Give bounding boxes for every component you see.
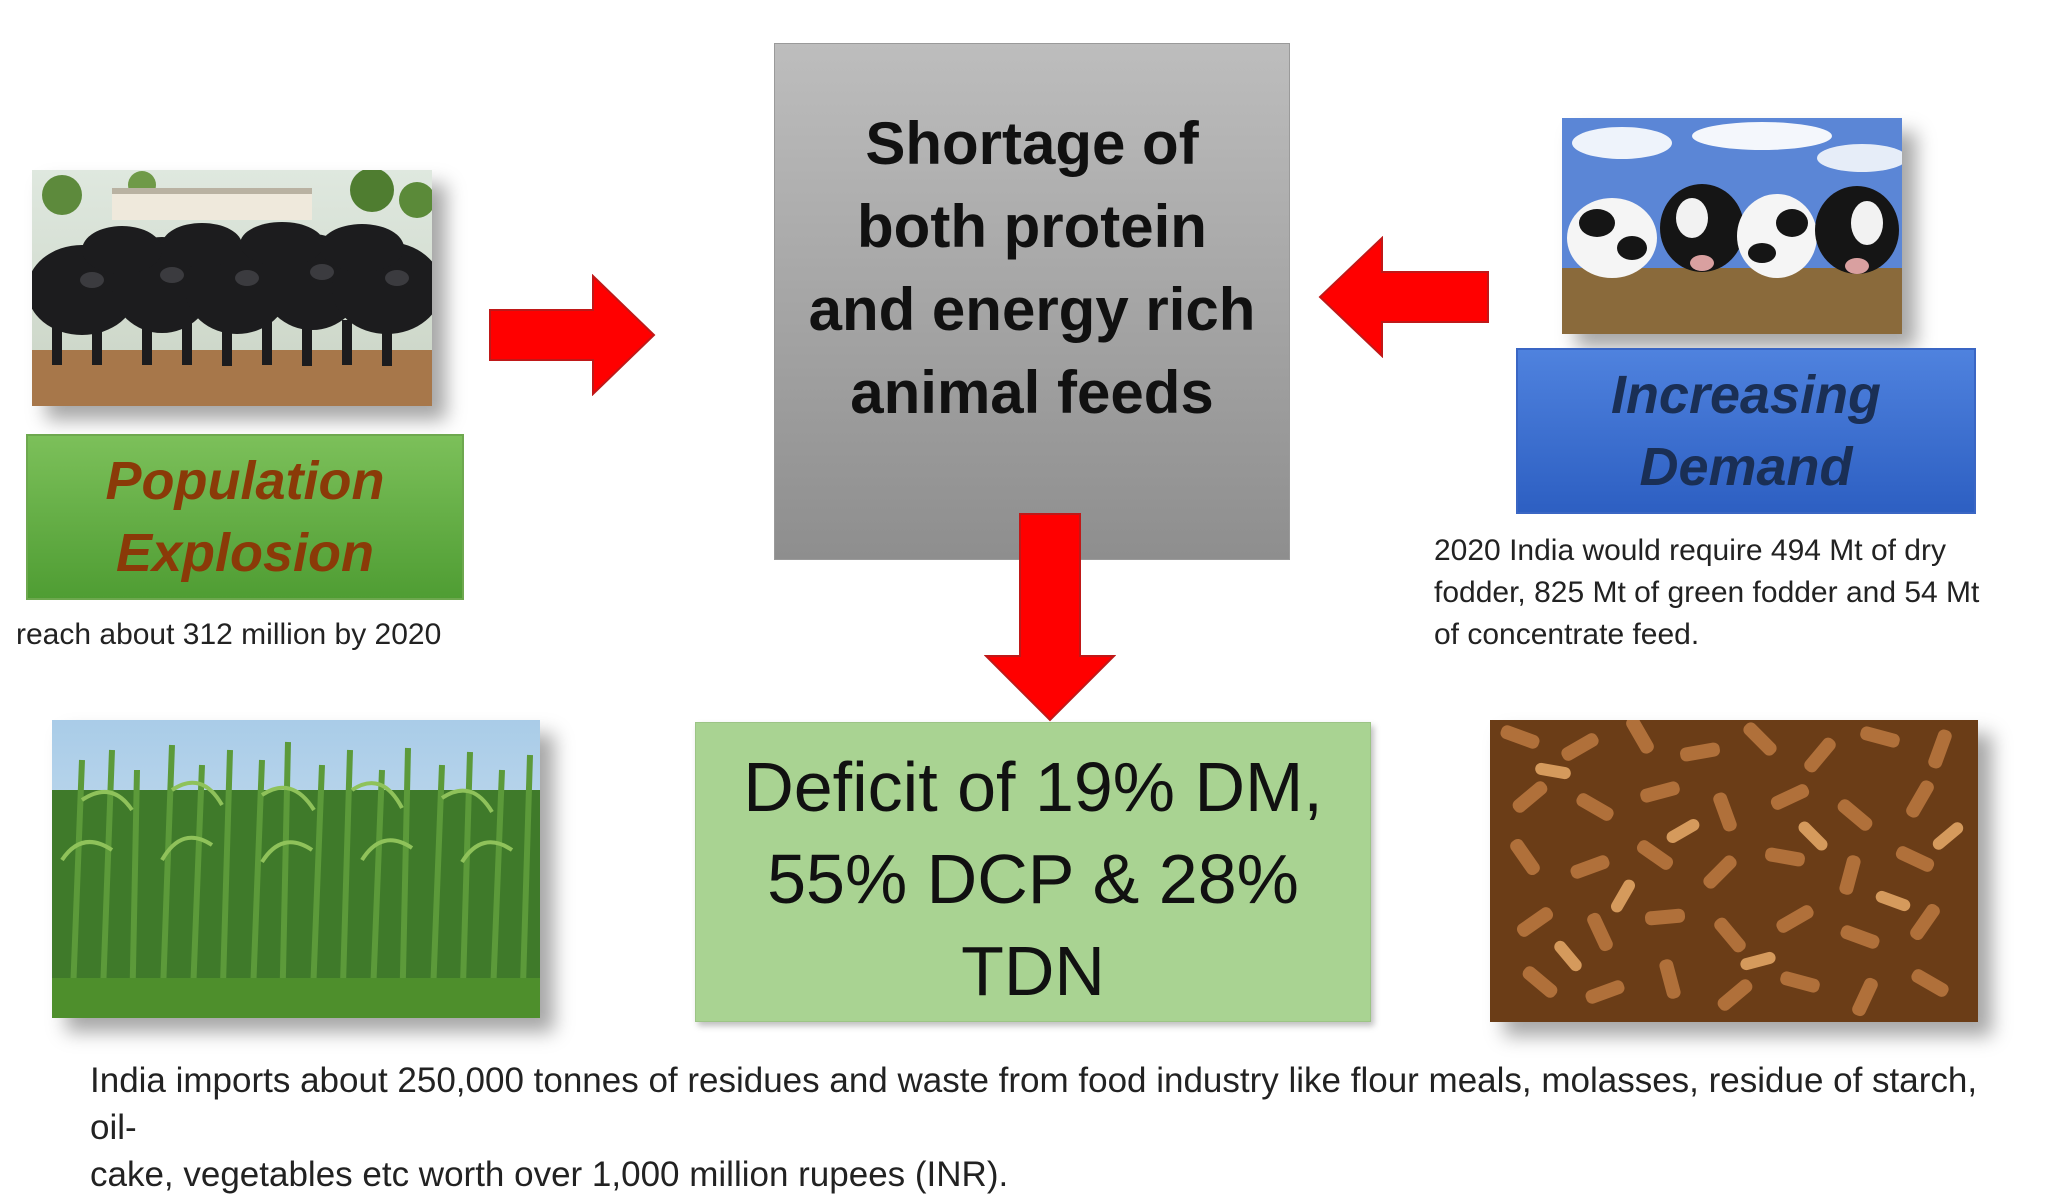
imports-caption-line-2: cake, vegetables etc worth over 1,000 mi… [90,1155,1009,1194]
increasing-demand-label: Increasing Demand [1516,348,1976,514]
holstein-cows-photo [1562,118,1902,334]
demand-label-line-2: Demand [1639,437,1853,497]
demand-caption-line-2: fodder, 825 Mt of green fodder and 54 Mt [1434,576,1980,609]
population-explosion-label: Population Explosion [26,434,464,600]
deficit-box: Deficit of 19% DM, 55% DCP & 28% TDN [695,722,1371,1022]
shortage-line-2: both protein [857,193,1207,260]
population-label-line-1: Population [105,451,385,511]
deficit-line-2: 55% DCP & 28% TDN [767,840,1299,1010]
demand-caption-line-3: of concentrate feed. [1434,618,1700,651]
fodder-crop-photo [52,720,540,1018]
arrow-right-icon [488,274,658,396]
demand-caption: 2020 India would require 494 Mt of dry f… [1434,530,2034,656]
arrow-left-icon [1318,236,1490,358]
population-label-line-2: Explosion [115,523,375,583]
arrow-down-icon [984,512,1116,722]
shortage-line-3: and energy rich [808,276,1256,343]
shortage-feeds-box: Shortage of both protein and energy rich… [774,43,1290,560]
shortage-line-1: Shortage of [865,110,1199,177]
imports-caption-line-1: India imports about 250,000 tonnes of re… [90,1061,1978,1147]
population-caption: reach about 312 million by 2020 [16,618,442,651]
demand-label-line-1: Increasing [1610,365,1882,425]
demand-caption-line-1: 2020 India would require 494 Mt of dry [1434,534,1946,567]
shortage-line-4: animal feeds [850,359,1214,426]
buffalo-herd-photo [32,170,432,406]
deficit-line-1: Deficit of 19% DM, [743,748,1323,826]
imports-caption: India imports about 250,000 tonnes of re… [90,1057,2020,1198]
feed-pellets-photo [1490,720,1978,1022]
